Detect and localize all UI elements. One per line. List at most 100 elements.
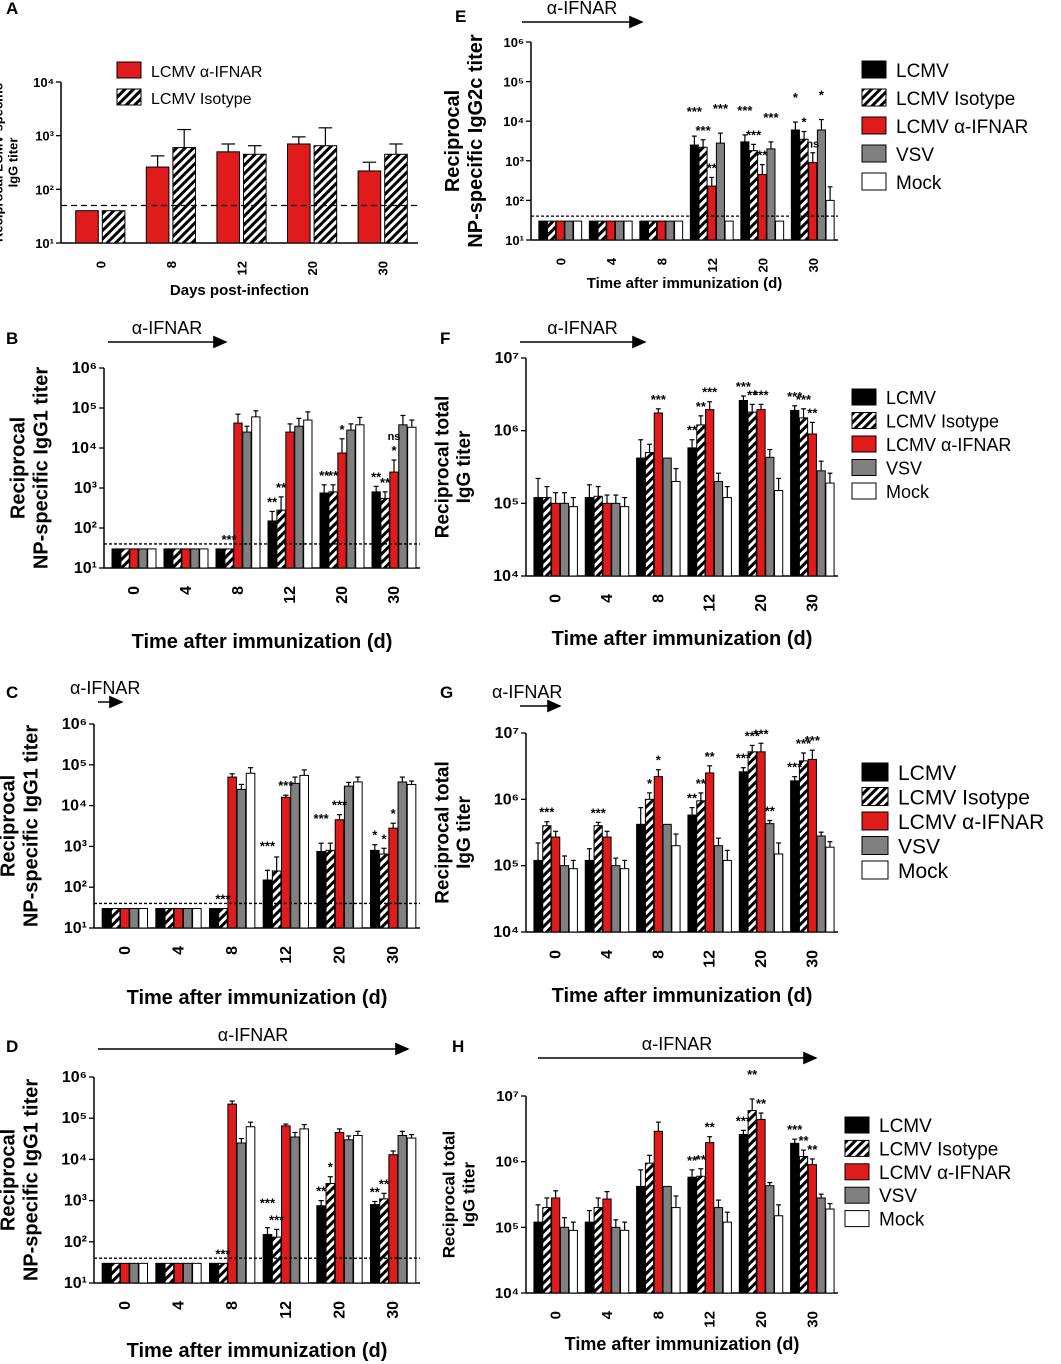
- legend-swatch-mock: [861, 172, 887, 191]
- bar-isotype: [542, 825, 552, 933]
- bar-alpha: [656, 220, 666, 241]
- x-tick-label: 30: [385, 1301, 402, 1319]
- significance-label: ***: [753, 726, 769, 741]
- bar-mock: [355, 424, 365, 569]
- bar-isotype: [644, 798, 655, 933]
- x-tick-label: 4: [599, 594, 616, 603]
- bar-mock: [724, 220, 734, 241]
- bar-alpha: [705, 409, 715, 577]
- significance-label: ***: [746, 127, 762, 142]
- x-tick-label: 0: [548, 594, 565, 603]
- legend-swatch-alpha: [851, 435, 877, 453]
- bar-vsv: [397, 781, 408, 929]
- significance-label: *: [391, 806, 397, 821]
- bar-isotype: [798, 1155, 809, 1294]
- panel-c: C 10¹ 10² 10³ 10⁴ 10⁵ 10⁶ Reciprocal NP-specific…: [0, 678, 420, 1009]
- bar-mock: [568, 506, 578, 577]
- legend-swatch-mock: [861, 860, 889, 880]
- bar-vsv: [242, 431, 252, 569]
- y-tick-label: 10⁵: [62, 1110, 87, 1127]
- y-axis-label: Reciprocal: [0, 775, 19, 877]
- x-tick-label: 0: [548, 950, 565, 959]
- significance-label: **: [757, 148, 768, 163]
- y-axis-label: Reciprocal: [0, 1129, 19, 1231]
- legend-label: VSV: [879, 1186, 917, 1207]
- x-axis-label: Time after immunization (d): [587, 275, 783, 292]
- bar-vsv: [559, 502, 570, 577]
- significance-label: **: [807, 1142, 818, 1157]
- bar-lcmv: [584, 1221, 594, 1294]
- bar-alpha: [757, 174, 767, 241]
- bar-isotype: [328, 491, 338, 569]
- legend-swatch-lcmv: [851, 388, 877, 406]
- bar-alpha: [216, 151, 241, 244]
- y-tick-label: 10¹: [64, 1275, 87, 1292]
- legend-swatch-isotype: [861, 787, 889, 806]
- y-tick-label: 10⁶: [62, 1069, 87, 1086]
- x-tick-label: 12: [705, 258, 720, 272]
- bar-mock: [671, 1207, 681, 1294]
- y-tick-label: 10⁷: [495, 725, 519, 742]
- bar-alpha: [756, 409, 766, 577]
- significance-label: ***: [278, 778, 294, 793]
- significance-label: ***: [805, 733, 821, 748]
- bar-vsv: [236, 1142, 247, 1284]
- y-tick-label: 10⁴: [61, 1151, 87, 1168]
- significance-label: ***: [753, 387, 769, 402]
- bar-lcmv: [636, 1185, 646, 1294]
- bar-mock: [774, 853, 784, 933]
- y-axis-label: IgG titer: [5, 138, 20, 188]
- bar-isotype: [384, 153, 408, 244]
- bar-alpha: [606, 220, 616, 241]
- bar-mock: [299, 1128, 309, 1284]
- significance-label: *: [328, 1160, 334, 1175]
- bar-alpha: [287, 143, 311, 244]
- legend: LCMV α-IFNAR LCMV Isotype: [116, 61, 262, 108]
- bar-mock: [825, 199, 835, 241]
- x-axis-label: Time after immunization (d): [565, 1334, 800, 1354]
- bar-alpha: [551, 1197, 561, 1294]
- y-tick-label: 10⁵: [503, 75, 524, 90]
- bar-vsv: [614, 220, 624, 241]
- significance-label: ***: [221, 532, 237, 547]
- y-tick-label: 10³: [64, 1193, 87, 1210]
- legend-label: LCMV: [896, 61, 949, 82]
- bar-vsv: [665, 220, 675, 241]
- y-tick-label: 10⁵: [72, 400, 97, 417]
- panel-h: H 10⁴ 10⁵ 10⁶ 10⁷ Reciprocal total IgG titer Ti…: [440, 1034, 1012, 1354]
- x-axis-label: Time after immunization (d): [552, 985, 813, 1007]
- bar-alpha: [705, 772, 715, 933]
- bar-alpha: [807, 1164, 817, 1294]
- bar-isotype: [593, 495, 603, 577]
- bar-vsv: [611, 502, 621, 577]
- x-tick-label: 0: [93, 261, 108, 268]
- bar-lcmv: [790, 409, 800, 577]
- significance-label: ***: [787, 389, 803, 404]
- x-tick-label: 20: [753, 950, 770, 968]
- bar-vsv: [182, 1262, 193, 1284]
- y-tick-label: 10¹: [64, 920, 87, 937]
- legend-label: VSV: [896, 145, 934, 166]
- significance-label: ***: [763, 110, 779, 125]
- x-axis-label: Days post-infection: [170, 282, 309, 299]
- legend-swatch-alpha: [861, 116, 887, 135]
- bar-mock: [674, 220, 684, 241]
- significance-label: **: [705, 1120, 716, 1135]
- bar-isotype: [271, 870, 282, 929]
- legend-label: LCMV α-IFNAR: [151, 64, 262, 81]
- treatment-label: α-IFNAR: [218, 1025, 288, 1045]
- x-tick-label: 8: [650, 594, 667, 603]
- significance-label: ***: [787, 1122, 803, 1137]
- panel-g: G 10⁴ 10⁵ 10⁶ 10⁷ Reciprocal total IgG titer Ti…: [432, 682, 1044, 1007]
- bar-lcmv: [316, 1205, 326, 1284]
- y-axis-label: IgG titer: [459, 1162, 478, 1228]
- bar-mock: [774, 1215, 784, 1294]
- significance-label: **: [316, 1184, 327, 1199]
- treatment-label: α-IFNAR: [132, 318, 202, 338]
- x-tick-label: 4: [171, 946, 188, 955]
- bar-lcmv: [636, 457, 646, 577]
- legend-label: LCMV α-IFNAR: [886, 435, 1011, 455]
- bar-vsv: [816, 1197, 826, 1294]
- bar-lcmv: [371, 491, 381, 569]
